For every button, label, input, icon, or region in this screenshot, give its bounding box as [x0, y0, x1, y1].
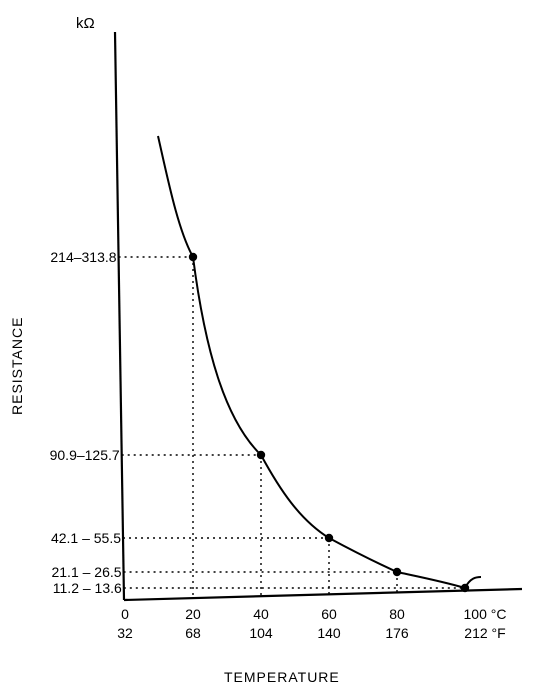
- y-tick-label: 214–313.8: [50, 249, 116, 265]
- data-point: [460, 583, 470, 593]
- x-tick-label-celsius: 80: [389, 606, 405, 622]
- x-tick-label-celsius: 60: [321, 606, 337, 622]
- x-tick-labels: 0 20 40 60 80 100 °C 32 68 104 140 176 212 °F: [117, 606, 506, 641]
- y-unit-label: kΩ: [76, 15, 95, 32]
- data-point: [256, 450, 266, 460]
- x-tick-label-fahrenheit: 32: [117, 625, 133, 641]
- y-tick-label: 42.1 – 55.5: [51, 530, 121, 546]
- data-point: [392, 567, 402, 577]
- x-tick-label-fahrenheit: 68: [185, 625, 201, 641]
- y-axis-title: RESISTANCE: [9, 317, 25, 415]
- data-points: [188, 252, 470, 593]
- x-tick-label-celsius: 0: [121, 606, 129, 622]
- x-tick-label-celsius: 100 °C: [464, 606, 507, 622]
- y-tick-label: 11.2 – 13.6: [53, 580, 122, 596]
- resistance-curve: [157, 135, 482, 590]
- guide-lines: [118, 256, 466, 599]
- x-tick-label-fahrenheit: 104: [249, 625, 273, 641]
- y-tick-label: 21.1 – 26.5: [51, 564, 121, 580]
- x-tick-label-celsius: 20: [185, 606, 201, 622]
- x-axis: [123, 587, 523, 602]
- x-tick-label-fahrenheit: 140: [317, 625, 341, 641]
- y-tick-labels: 214–313.8 90.9–125.7 42.1 – 55.5 21.1 – 26.…: [50, 249, 122, 596]
- y-tick-label: 90.9–125.7: [50, 447, 120, 463]
- x-axis-title: TEMPERATURE: [224, 669, 340, 685]
- x-tick-label-fahrenheit: 176: [385, 625, 409, 641]
- data-point: [324, 533, 334, 543]
- y-axis: [113, 31, 126, 601]
- x-tick-label-fahrenheit: 212 °F: [464, 625, 505, 641]
- data-point: [188, 252, 198, 262]
- x-tick-label-celsius: 40: [253, 606, 269, 622]
